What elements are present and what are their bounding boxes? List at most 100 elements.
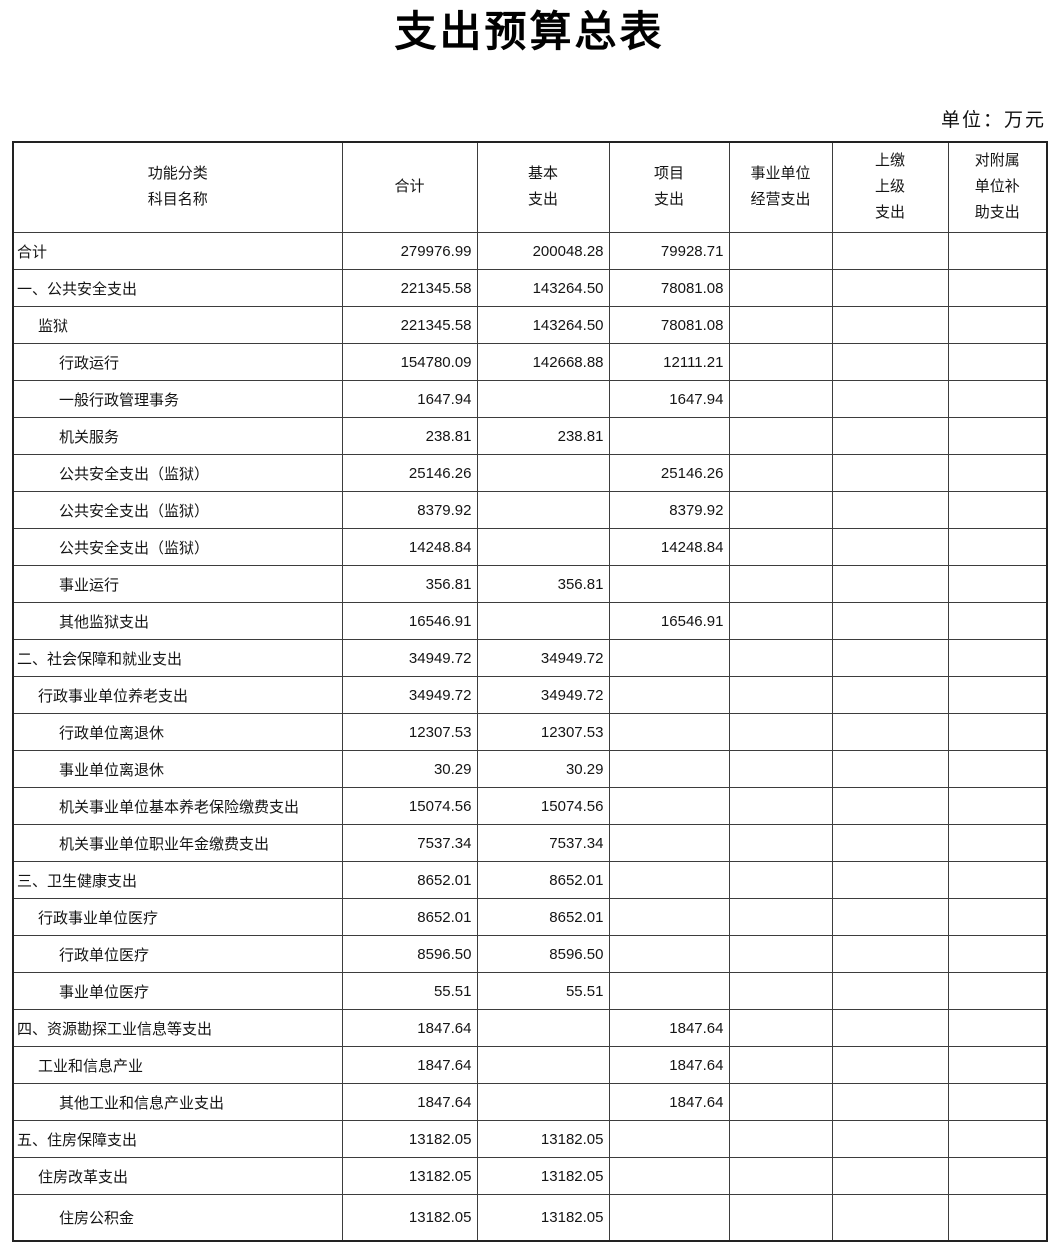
table-row: 住房公积金 13182.05 13182.05 [12, 1194, 1048, 1242]
subject-name-cell: 行政事业单位医疗 [12, 898, 343, 937]
table-row: 机关事业单位职业年金缴费支出 7537.34 7537.34 [12, 824, 1048, 863]
table-row: 公共安全支出（监狱） 8379.92 8379.92 [12, 491, 1048, 530]
total-value-cell: 1847.64 [341, 1083, 478, 1122]
affiliate-subsidy-cell [947, 491, 1048, 530]
upper-level-payment-cell [831, 343, 949, 382]
subject-name-cell: 事业单位离退休 [12, 750, 343, 789]
total-value-cell: 1847.64 [341, 1009, 478, 1048]
total-value-cell: 7537.34 [341, 824, 478, 863]
basic-expenditure-cell: 12307.53 [476, 713, 610, 752]
table-row: 四、资源勘探工业信息等支出 1847.64 1847.64 [12, 1009, 1048, 1048]
operating-expenditure-cell [728, 528, 833, 567]
basic-expenditure-cell: 8596.50 [476, 935, 610, 974]
operating-expenditure-cell [728, 1194, 833, 1242]
upper-level-payment-cell [831, 972, 949, 1011]
project-expenditure-cell [608, 639, 730, 678]
subject-name-cell: 行政运行 [12, 343, 343, 382]
upper-level-payment-cell [831, 1157, 949, 1196]
total-value-cell: 8652.01 [341, 861, 478, 900]
basic-expenditure-cell: 55.51 [476, 972, 610, 1011]
total-value-cell: 8596.50 [341, 935, 478, 974]
upper-level-payment-cell [831, 306, 949, 345]
affiliate-subsidy-cell [947, 1157, 1048, 1196]
affiliate-subsidy-cell [947, 602, 1048, 641]
table-row: 其他监狱支出 16546.91 16546.91 [12, 602, 1048, 641]
project-expenditure-cell [608, 972, 730, 1011]
upper-level-payment-cell [831, 1083, 949, 1122]
table-row: 事业单位医疗 55.51 55.51 [12, 972, 1048, 1011]
total-value-cell: 13182.05 [341, 1120, 478, 1159]
subject-name-cell: 三、卫生健康支出 [12, 861, 343, 900]
subject-name-cell: 行政单位医疗 [12, 935, 343, 974]
affiliate-subsidy-cell [947, 1009, 1048, 1048]
affiliate-subsidy-cell [947, 417, 1048, 456]
basic-expenditure-cell: 143264.50 [476, 306, 610, 345]
project-expenditure-cell: 1847.64 [608, 1009, 730, 1048]
project-expenditure-cell: 78081.08 [608, 269, 730, 308]
total-value-cell: 279976.99 [341, 232, 478, 271]
basic-expenditure-cell: 8652.01 [476, 861, 610, 900]
total-value-cell: 34949.72 [341, 639, 478, 678]
basic-expenditure-cell [476, 1009, 610, 1048]
upper-level-payment-cell [831, 750, 949, 789]
project-expenditure-cell: 1847.64 [608, 1046, 730, 1085]
affiliate-subsidy-cell [947, 750, 1048, 789]
project-expenditure-cell [608, 750, 730, 789]
total-value-cell: 16546.91 [341, 602, 478, 641]
basic-expenditure-cell [476, 1083, 610, 1122]
table-row: 机关服务 238.81 238.81 [12, 417, 1048, 456]
page-title: 支出预算总表 [394, 10, 665, 56]
col-header-operating-expenditure: 事业单位 经营支出 [728, 141, 833, 234]
affiliate-subsidy-cell [947, 972, 1048, 1011]
table-row: 行政单位医疗 8596.50 8596.50 [12, 935, 1048, 974]
operating-expenditure-cell [728, 935, 833, 974]
total-value-cell: 12307.53 [341, 713, 478, 752]
operating-expenditure-cell [728, 306, 833, 345]
basic-expenditure-cell [476, 1046, 610, 1085]
total-value-cell: 1847.64 [341, 1046, 478, 1085]
budget-table-header: 功能分类 科目名称 合计 基本 支出 项目 支出 事业单位 经营支出 上缴 上级… [12, 141, 1048, 234]
operating-expenditure-cell [728, 861, 833, 900]
upper-level-payment-cell [831, 787, 949, 826]
project-expenditure-cell: 1647.94 [608, 380, 730, 419]
basic-expenditure-cell [476, 380, 610, 419]
table-row: 五、住房保障支出 13182.05 13182.05 [12, 1120, 1048, 1159]
subject-name-cell: 机关事业单位职业年金缴费支出 [12, 824, 343, 863]
subject-name-cell: 公共安全支出（监狱） [12, 454, 343, 493]
operating-expenditure-cell [728, 676, 833, 715]
subject-name-cell: 住房改革支出 [12, 1157, 343, 1196]
upper-level-payment-cell [831, 898, 949, 937]
subject-name-cell: 一、公共安全支出 [12, 269, 343, 308]
total-value-cell: 238.81 [341, 417, 478, 456]
affiliate-subsidy-cell [947, 306, 1048, 345]
operating-expenditure-cell [728, 269, 833, 308]
table-row: 监狱 221345.58 143264.50 78081.08 [12, 306, 1048, 345]
basic-expenditure-cell: 143264.50 [476, 269, 610, 308]
table-row: 行政单位离退休 12307.53 12307.53 [12, 713, 1048, 752]
basic-expenditure-cell: 34949.72 [476, 639, 610, 678]
subject-name-cell: 四、资源勘探工业信息等支出 [12, 1009, 343, 1048]
affiliate-subsidy-cell [947, 713, 1048, 752]
total-value-cell: 221345.58 [341, 269, 478, 308]
operating-expenditure-cell [728, 750, 833, 789]
project-expenditure-cell: 8379.92 [608, 491, 730, 530]
project-expenditure-cell [608, 676, 730, 715]
subject-name-cell: 合计 [12, 232, 343, 271]
basic-expenditure-cell [476, 491, 610, 530]
upper-level-payment-cell [831, 565, 949, 604]
subject-name-cell: 事业单位医疗 [12, 972, 343, 1011]
upper-level-payment-cell [831, 454, 949, 493]
upper-level-payment-cell [831, 935, 949, 974]
total-value-cell: 13182.05 [341, 1194, 478, 1242]
basic-expenditure-cell: 238.81 [476, 417, 610, 456]
basic-expenditure-cell: 13182.05 [476, 1194, 610, 1242]
subject-name-cell: 其他监狱支出 [12, 602, 343, 641]
subject-name-cell: 工业和信息产业 [12, 1046, 343, 1085]
project-expenditure-cell: 1847.64 [608, 1083, 730, 1122]
affiliate-subsidy-cell [947, 935, 1048, 974]
project-expenditure-cell [608, 1120, 730, 1159]
project-expenditure-cell: 16546.91 [608, 602, 730, 641]
subject-name-cell: 一般行政管理事务 [12, 380, 343, 419]
budget-table-body: 合计 279976.99 200048.28 79928.71 一、公共安全支出 2213… [12, 232, 1048, 1242]
